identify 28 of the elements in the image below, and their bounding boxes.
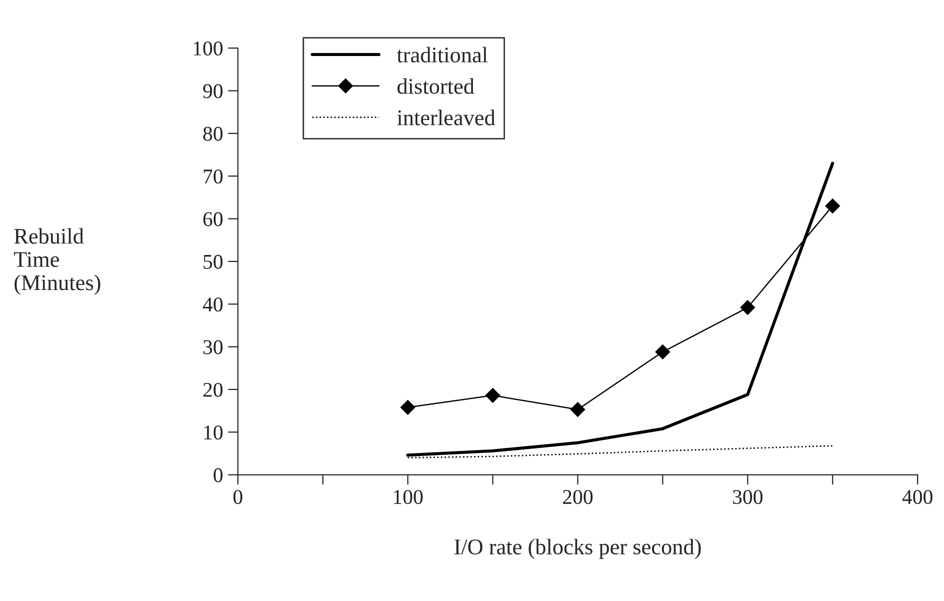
y-axis-title: Rebuild Time (Minutes) [14,228,100,295]
point [485,388,500,403]
y-tick-label: 40 [202,297,223,312]
y-tick-label: 90 [203,84,223,98]
point [825,198,840,214]
y-tick-label: 100 [194,41,223,56]
x-tick-label: 400 [902,490,932,504]
x-tick-label: 200 [563,490,593,504]
point [740,300,756,315]
y-tick-label: 0 [214,468,223,482]
y-tick-label: 30 [203,340,223,354]
y-tick-label: 20 [203,382,223,397]
x-axis-title: I/O rate (blocks per second) [454,538,701,559]
legend-label: traditional [396,46,488,63]
y-tick-label: 60 [203,212,223,226]
point [400,400,416,415]
y-tick-label: 70 [204,169,223,184]
y-tick-label: 10 [204,425,223,440]
point [570,402,586,417]
legend-label: distorted [398,78,474,94]
y-tick-label: 80 [203,126,223,141]
x-tick-label: 100 [394,490,423,504]
point [655,344,670,360]
y-tick-label: 50 [204,254,223,269]
line-series [406,162,834,457]
x-tick-label: 300 [733,490,762,504]
x-tick-label: 0 [233,490,242,504]
legend-label: interleaved [397,110,496,126]
